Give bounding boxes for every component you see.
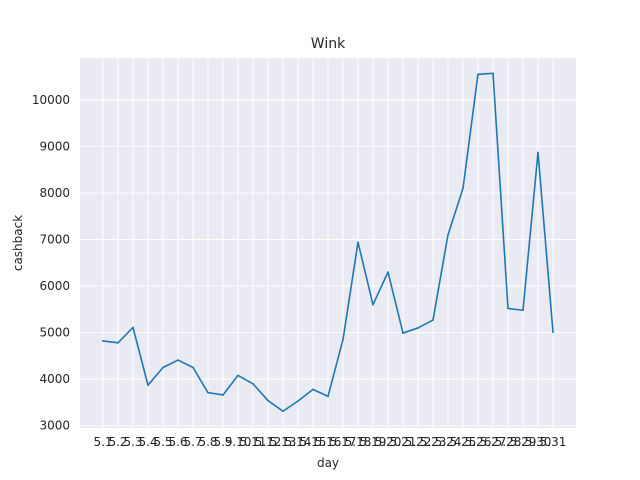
x-tick-label: 5.3 xyxy=(123,435,142,449)
x-tick-label: 5.8 xyxy=(198,435,217,449)
x-tick-label: 5.12 xyxy=(255,435,282,449)
data-point xyxy=(222,394,224,396)
x-tick-label: 5.9 xyxy=(213,435,232,449)
y-tick-label: 7000 xyxy=(39,233,70,247)
data-point xyxy=(102,340,104,342)
x-tick-label: 5.29 xyxy=(510,435,537,449)
x-tick-label: 5.13 xyxy=(270,435,297,449)
data-point xyxy=(417,327,419,329)
x-tick-label: 5.4 xyxy=(138,435,157,449)
data-point xyxy=(327,395,329,398)
x-tick-label: 5.22 xyxy=(405,435,432,449)
data-point xyxy=(297,400,299,402)
x-tick-label: 5.18 xyxy=(345,435,372,449)
x-tick-label: 5.27 xyxy=(480,435,507,449)
series-layer xyxy=(102,72,554,413)
y-tick-label: 9000 xyxy=(39,139,70,153)
x-tick-label: 5.15 xyxy=(300,435,327,449)
x-tick-label: 5.7 xyxy=(183,435,202,449)
data-point xyxy=(552,331,554,333)
data-point xyxy=(402,332,404,334)
x-tick-label: 5.25 xyxy=(450,435,477,449)
data-point xyxy=(132,326,134,329)
data-point xyxy=(267,399,269,402)
data-point xyxy=(282,410,284,413)
x-tick-label: 5.21 xyxy=(390,435,417,449)
x-tick-label: 5.6 xyxy=(168,435,187,449)
data-point xyxy=(522,309,524,312)
x-tick-label: 5.11 xyxy=(240,435,267,449)
x-tick-label: 5.2 xyxy=(108,435,127,449)
x-tick-label: 5.30 xyxy=(525,435,552,449)
data-point xyxy=(237,374,239,377)
data-point xyxy=(447,234,449,236)
x-tick-labels: 5.15.25.35.45.55.65.75.85.95.105.115.125… xyxy=(93,435,566,449)
data-point xyxy=(372,303,374,306)
x-tick-label: 5.14 xyxy=(285,435,312,449)
x-tick-label: 5.23 xyxy=(420,435,447,449)
data-point xyxy=(387,271,389,273)
x-tick-label: 5.24 xyxy=(435,435,462,449)
x-tick-label: 5.31 xyxy=(540,435,567,449)
data-point xyxy=(342,338,344,341)
y-tick-label: 10000 xyxy=(32,93,70,107)
data-point xyxy=(207,391,209,394)
x-tick-label: 5.5 xyxy=(153,435,172,449)
y-tick-label: 4000 xyxy=(39,372,70,386)
data-point xyxy=(537,151,539,154)
x-tick-label: 5.1 xyxy=(93,435,112,449)
data-point xyxy=(117,342,119,344)
x-tick-label: 5.19 xyxy=(360,435,387,449)
data-point xyxy=(177,359,179,361)
data-point xyxy=(462,187,464,190)
data-point xyxy=(357,241,359,244)
x-tick-label: 5.26 xyxy=(465,435,492,449)
x-axis-label: day xyxy=(317,456,339,470)
chart-title: Wink xyxy=(311,36,346,52)
y-tick-label: 3000 xyxy=(39,419,70,433)
x-tick-label: 5.28 xyxy=(495,435,522,449)
y-axis-label: cashback xyxy=(11,215,25,271)
y-tick-labels: 3000 4000 5000 6000 7000 8000 9000 10000 xyxy=(32,93,70,433)
data-point xyxy=(147,384,149,386)
data-point xyxy=(477,73,479,76)
data-point xyxy=(507,307,509,310)
data-point xyxy=(252,382,254,385)
x-tick-label: 5.20 xyxy=(375,435,402,449)
y-tick-label: 6000 xyxy=(39,279,70,293)
data-point xyxy=(492,72,494,75)
x-tick-label: 5.10 xyxy=(225,435,252,449)
x-tick-label: 5.16 xyxy=(315,435,342,449)
data-point xyxy=(162,366,164,369)
data-point xyxy=(192,366,194,369)
data-point xyxy=(312,388,314,391)
x-tick-label: 5.17 xyxy=(330,435,357,449)
y-tick-label: 5000 xyxy=(39,326,70,340)
y-tick-label: 8000 xyxy=(39,186,70,200)
x-gridlines xyxy=(102,58,554,428)
data-point xyxy=(432,319,434,321)
